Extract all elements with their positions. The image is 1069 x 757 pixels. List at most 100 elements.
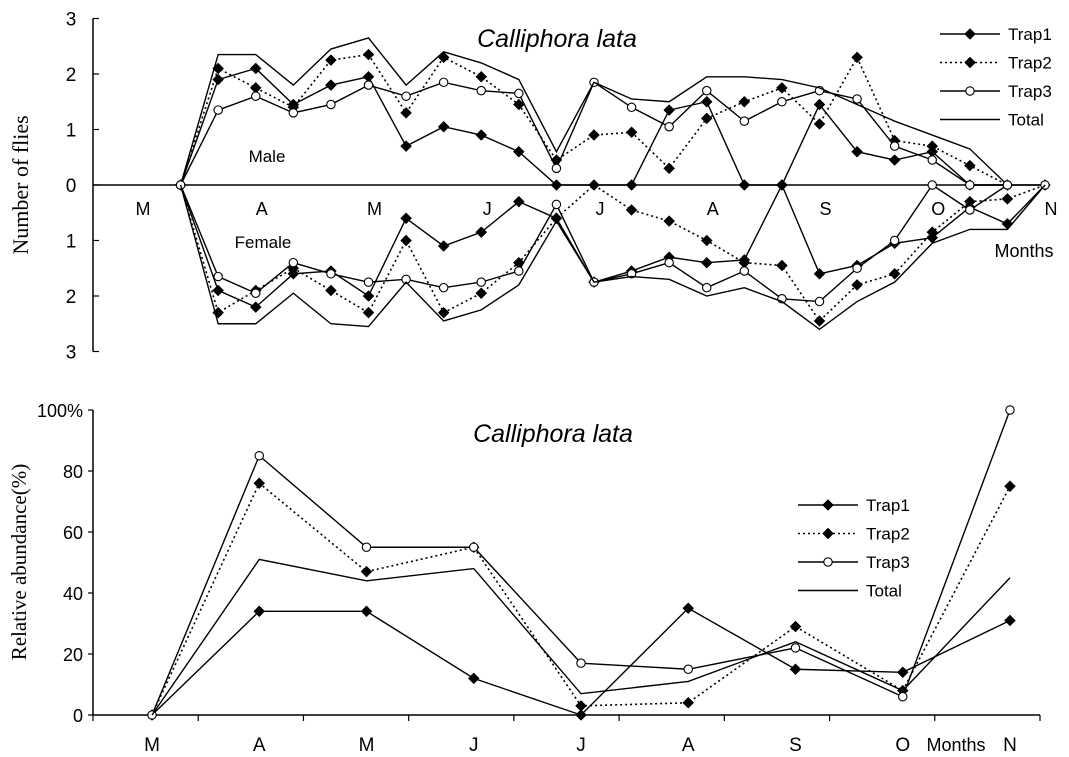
bottom-chart-title: Calliphora lata xyxy=(473,420,633,448)
top-male-point-trap3 xyxy=(213,105,223,115)
bottom-point-trap1 xyxy=(467,672,480,685)
top-y-tick-label: 3 xyxy=(66,10,77,31)
top-series xyxy=(174,37,1051,331)
top-female-point-trap1 xyxy=(362,290,375,302)
top-female-point-trap3 xyxy=(363,277,374,287)
top-legend-marker-2 xyxy=(964,56,976,69)
top-y-tick-label: 0 xyxy=(66,176,77,197)
top-y-axis-label: Number of flies xyxy=(8,115,33,254)
bottom-legend-entry-2: Trap2 xyxy=(798,525,910,544)
bottom-x-tick-label: M xyxy=(144,735,160,756)
bottom-legend-label-3: Trap3 xyxy=(866,553,910,572)
bottom-x-tick-label: N xyxy=(1003,735,1017,756)
top-female-point-trap3 xyxy=(251,288,261,298)
top-x-tick-label: J xyxy=(596,199,605,219)
bottom-legend-marker-3 xyxy=(823,557,833,567)
bottom-y-tick-label: 100% xyxy=(37,401,83,421)
top-male-point-trap1 xyxy=(475,129,488,141)
top-male-point-trap2 xyxy=(926,140,939,153)
bottom-x-tick-label: A xyxy=(682,735,695,756)
top-female-point-trap3 xyxy=(814,296,825,307)
top-male-point-trap3 xyxy=(401,91,411,101)
bottom-x-tick-label: A xyxy=(253,735,266,756)
top-legend-label-3: Trap3 xyxy=(1008,82,1052,101)
bottom-y-axis-label: Relative abundance(%) xyxy=(7,464,31,661)
top-female-series-trap3 xyxy=(175,180,1050,307)
bottom-y-tick-label: 0 xyxy=(73,706,83,726)
bottom-point-trap1 xyxy=(896,666,909,679)
top-female-point-trap2 xyxy=(888,267,901,280)
top-female-point-trap2 xyxy=(813,315,826,327)
top-male-point-trap1 xyxy=(249,62,262,75)
top-female-point-trap2 xyxy=(851,279,863,291)
top-male-point-trap1 xyxy=(700,95,713,108)
top-y-tick-label: 1 xyxy=(66,121,77,142)
top-chart-title: Calliphora lata xyxy=(477,25,637,53)
top-legend-entry-3: Trap3 xyxy=(940,82,1052,101)
bottom-y-ticks: 0 20 40 60 80 100% xyxy=(37,401,93,726)
top-female-series-total xyxy=(179,184,1046,331)
top-male-point-trap3 xyxy=(927,155,937,165)
bottom-legend-entry-4: Total xyxy=(798,582,902,601)
top-male-point-trap1 xyxy=(625,179,638,191)
top-male-point-trap3 xyxy=(251,91,261,101)
bottom-legend-label-2: Trap2 xyxy=(866,525,910,544)
bottom-point-trap3 xyxy=(1005,405,1015,415)
top-male-point-trap2 xyxy=(512,98,525,111)
top-female-point-trap2 xyxy=(625,204,638,216)
top-female-point-trap1 xyxy=(700,256,713,269)
top-male-point-trap2 xyxy=(738,95,751,108)
top-y-tick-label: 3 xyxy=(66,343,77,364)
top-legend-marker-3 xyxy=(965,86,975,96)
bottom-point-trap1 xyxy=(575,709,587,721)
top-male-point-trap3 xyxy=(438,77,449,88)
top-legend-entry-2: Trap2 xyxy=(940,54,1052,73)
top-male-point-trap3 xyxy=(965,180,975,190)
top-male-point-trap1 xyxy=(851,145,863,158)
top-female-point-trap1 xyxy=(212,284,225,297)
top-male-point-trap2 xyxy=(963,159,976,172)
bottom-legend-label-1: Trap1 xyxy=(866,496,910,515)
top-legend: Trap1 Trap2 Trap3 Total xyxy=(940,25,1052,130)
top-female-point-trap3 xyxy=(288,257,299,268)
bottom-y-tick-label: 80 xyxy=(63,462,83,482)
top-male-point-trap2 xyxy=(851,51,863,64)
top-legend-label-4: Total xyxy=(1008,111,1044,130)
top-male-point-trap2 xyxy=(362,48,375,61)
top-male-point-trap1 xyxy=(888,154,901,166)
bottom-series-total xyxy=(151,558,1011,716)
top-male-point-trap3 xyxy=(664,121,674,132)
top-female-point-trap3 xyxy=(476,277,486,287)
top-female-point-trap2 xyxy=(700,234,713,247)
bottom-point-trap3 xyxy=(468,542,479,552)
bottom-point-trap3 xyxy=(254,450,265,461)
top-legend-label-2: Trap2 xyxy=(1008,54,1052,73)
bottom-point-trap3 xyxy=(576,658,586,668)
top-female-point-trap3 xyxy=(514,266,524,276)
top-female-point-trap3 xyxy=(213,271,223,282)
top-male-series-trap2 xyxy=(174,48,1014,191)
female-annotation: Female xyxy=(235,233,292,252)
top-x-tick-label: M xyxy=(136,199,151,219)
top-female-point-trap3 xyxy=(401,274,411,285)
top-female-point-trap2 xyxy=(362,306,375,319)
top-male-point-trap3 xyxy=(551,163,562,174)
top-male-point-trap3 xyxy=(739,116,750,126)
top-male-point-trap3 xyxy=(476,85,486,96)
top-male-point-trap3 xyxy=(363,80,374,90)
bottom-x-tick-label: M xyxy=(359,735,375,756)
top-female-point-trap1 xyxy=(813,267,826,280)
top-female-point-trap2 xyxy=(400,234,412,247)
bottom-y-tick-label: 40 xyxy=(63,584,83,604)
bottom-legend-marker-2 xyxy=(822,527,834,540)
top-male-point-trap2 xyxy=(700,112,713,125)
top-female-point-trap2 xyxy=(550,212,563,225)
bottom-x-tick-label: O xyxy=(895,735,910,756)
top-female-point-trap1 xyxy=(475,226,488,239)
bottom-legend-label-4: Total xyxy=(866,582,902,601)
top-female-line-total xyxy=(179,184,1046,331)
top-male-point-trap2 xyxy=(325,54,337,66)
bottom-series-trap3 xyxy=(147,405,1015,720)
